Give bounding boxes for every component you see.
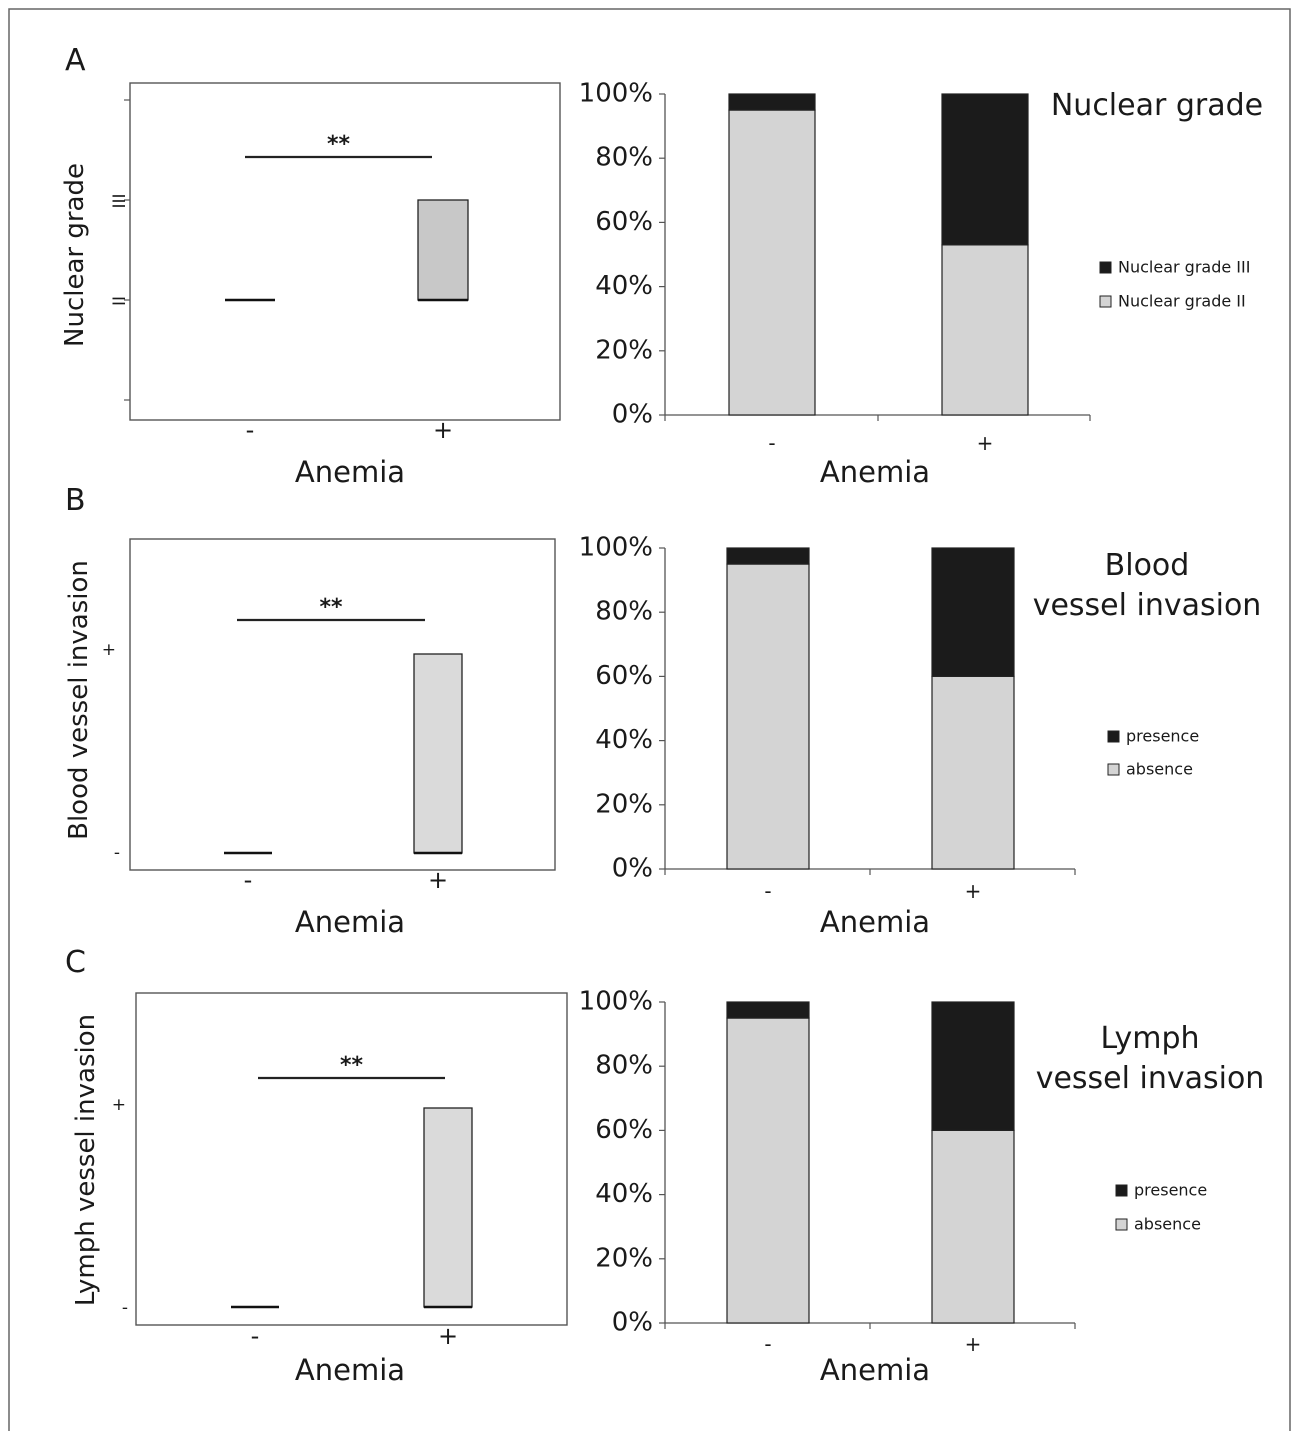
y-tick-label: 60% <box>595 1115 653 1145</box>
y-tick-label: + <box>102 640 116 660</box>
x-tick-label: + <box>438 1322 458 1350</box>
chart-title: vessel invasion <box>1033 588 1262 623</box>
figure-border <box>8 8 1291 1431</box>
boxplot-frame <box>135 992 568 1326</box>
box <box>423 1107 473 1308</box>
boxplot-frame <box>129 82 561 421</box>
significance-label: ** <box>340 1053 364 1078</box>
y-tick-label: 0% <box>612 854 653 884</box>
bar-segment <box>728 93 816 111</box>
legend-label: presence <box>1126 727 1199 746</box>
legend-label: Nuclear grade II <box>1118 292 1246 311</box>
bar-segment <box>941 244 1029 416</box>
y-tick-label: III <box>110 193 130 208</box>
chart-title: Blood <box>1105 548 1190 583</box>
y-tick-label: 80% <box>595 597 653 627</box>
bar-segment <box>931 1129 1015 1324</box>
legend-label: presence <box>1134 1181 1207 1200</box>
x-axis-title: Anemia <box>820 455 930 489</box>
y-tick-label: 20% <box>595 789 653 819</box>
legend-label: absence <box>1126 760 1193 779</box>
bar-segment <box>726 1017 810 1324</box>
bar-segment <box>726 1001 810 1019</box>
x-axis-title: Anemia <box>820 1353 930 1387</box>
legend-label: absence <box>1134 1215 1201 1234</box>
x-tick-label: - <box>764 879 771 903</box>
y-tick-label: 20% <box>595 1243 653 1273</box>
boxplot-frame <box>129 538 556 871</box>
y-tick-label: 100% <box>579 987 653 1017</box>
y-tick-label: 80% <box>595 143 653 173</box>
bar-segment <box>941 93 1029 246</box>
box <box>413 653 463 854</box>
chart-title: vessel invasion <box>1036 1061 1265 1096</box>
bar-segment <box>931 1001 1015 1131</box>
y-tick-label: + <box>112 1095 126 1115</box>
y-tick-label: 0% <box>612 400 653 430</box>
x-axis-title: Anemia <box>820 905 930 939</box>
legend-label: Nuclear grade III <box>1118 258 1250 277</box>
y-tick-label: 40% <box>595 1179 653 1209</box>
x-tick-label: - <box>251 1322 260 1350</box>
box <box>417 199 469 301</box>
legend-swatch <box>1107 730 1120 743</box>
panel-c: C - + Lymph vessel invasion ** - + Anemia 0% 20% 4… <box>65 945 1264 1387</box>
chart-title: Lymph <box>1101 1021 1200 1056</box>
y-tick-label: 20% <box>595 335 653 365</box>
y-axis-title: Nuclear grade <box>60 163 90 347</box>
y-tick-label: 60% <box>595 661 653 691</box>
y-axis-title: Blood vessel invasion <box>64 560 94 840</box>
bar-segment <box>728 109 816 416</box>
panel-letter: B <box>65 483 86 518</box>
x-axis-title: Anemia <box>295 1353 405 1387</box>
x-tick-label: + <box>428 866 448 894</box>
panel-letter: A <box>65 43 86 78</box>
x-tick-label: - <box>764 1332 771 1356</box>
x-axis-title: Anemia <box>295 455 405 489</box>
legend-swatch <box>1115 1184 1128 1197</box>
x-tick-label: + <box>433 416 453 444</box>
legend-swatch <box>1099 295 1112 308</box>
x-axis-title: Anemia <box>295 905 405 939</box>
panel-letter: C <box>65 945 86 980</box>
y-axis-title: Lymph vessel invasion <box>71 1014 101 1306</box>
x-tick-label: - <box>768 431 775 455</box>
legend-swatch <box>1107 763 1120 776</box>
y-tick-label: 60% <box>595 207 653 237</box>
y-tick-label: - <box>122 1298 128 1318</box>
x-tick-label: + <box>965 1332 982 1356</box>
y-tick-label: 100% <box>579 533 653 563</box>
chart-title: Nuclear grade <box>1051 88 1263 123</box>
panel-b: B - + Blood vessel invasion ** - + Anemia 0% 20% 4… <box>64 483 1261 939</box>
y-tick-label: 80% <box>595 1051 653 1081</box>
x-tick-label: - <box>246 416 255 444</box>
y-tick-label: 40% <box>595 725 653 755</box>
y-tick-label: 40% <box>595 271 653 301</box>
bar-segment <box>726 547 810 565</box>
significance-label: ** <box>319 595 343 620</box>
legend-swatch <box>1099 261 1112 274</box>
y-tick-label: II <box>110 296 130 306</box>
y-tick-label: 100% <box>579 79 653 109</box>
significance-label: ** <box>327 132 351 157</box>
legend-swatch <box>1115 1218 1128 1231</box>
bar-segment <box>931 547 1015 677</box>
y-tick-label: 0% <box>612 1308 653 1338</box>
y-tick-label: - <box>114 843 120 863</box>
x-tick-label: + <box>965 879 982 903</box>
x-tick-label: - <box>244 866 253 894</box>
bar-segment <box>931 675 1015 870</box>
bar-segment <box>726 563 810 870</box>
x-tick-label: + <box>977 431 994 455</box>
